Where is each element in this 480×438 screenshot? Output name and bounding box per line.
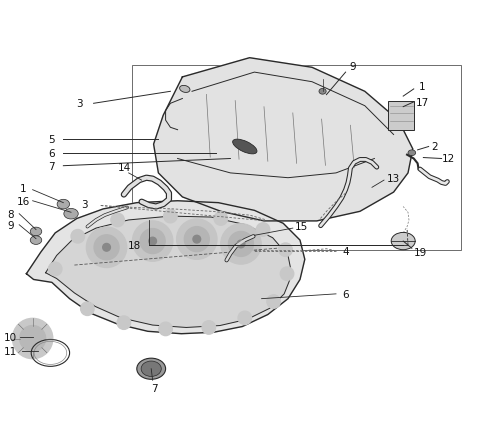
Circle shape	[280, 267, 294, 281]
Text: 16: 16	[16, 196, 30, 206]
Text: 3: 3	[81, 200, 87, 210]
Circle shape	[164, 210, 177, 223]
Circle shape	[12, 318, 53, 359]
Ellipse shape	[233, 140, 257, 155]
Ellipse shape	[30, 228, 42, 236]
Text: 13: 13	[387, 173, 400, 183]
Circle shape	[256, 223, 270, 237]
Text: 18: 18	[128, 240, 141, 251]
Circle shape	[193, 236, 201, 244]
Circle shape	[20, 326, 46, 352]
Ellipse shape	[141, 361, 161, 377]
Polygon shape	[154, 59, 413, 221]
Text: 6: 6	[48, 148, 55, 159]
Circle shape	[111, 214, 124, 227]
Circle shape	[94, 235, 119, 260]
Circle shape	[279, 244, 292, 257]
Ellipse shape	[180, 86, 190, 93]
Polygon shape	[26, 201, 305, 334]
Text: 5: 5	[48, 135, 55, 145]
Circle shape	[132, 221, 173, 261]
Ellipse shape	[319, 89, 326, 95]
Text: 2: 2	[431, 142, 438, 152]
Circle shape	[140, 229, 165, 254]
Circle shape	[267, 295, 280, 308]
Text: 9: 9	[7, 220, 14, 230]
Circle shape	[202, 321, 216, 335]
Circle shape	[238, 311, 252, 325]
Text: 10: 10	[4, 332, 17, 342]
Bar	[132, 66, 461, 250]
Circle shape	[86, 228, 127, 268]
Circle shape	[159, 322, 172, 336]
Text: 11: 11	[4, 346, 17, 357]
Bar	[388, 102, 414, 131]
Text: 7: 7	[48, 161, 55, 171]
Text: 9: 9	[349, 62, 356, 72]
Text: 7: 7	[151, 383, 158, 393]
Text: 1: 1	[419, 82, 426, 92]
Circle shape	[117, 316, 131, 330]
Circle shape	[237, 240, 245, 248]
Ellipse shape	[137, 358, 166, 379]
Text: 8: 8	[7, 209, 14, 219]
Text: 15: 15	[295, 221, 308, 231]
Ellipse shape	[57, 200, 70, 209]
Ellipse shape	[391, 233, 415, 250]
Text: 1: 1	[20, 184, 26, 194]
Circle shape	[221, 224, 261, 265]
Text: 19: 19	[413, 247, 427, 258]
Circle shape	[177, 219, 217, 260]
Circle shape	[71, 230, 84, 244]
Circle shape	[103, 244, 110, 251]
Text: 17: 17	[416, 98, 429, 108]
Ellipse shape	[64, 209, 78, 219]
Text: 4: 4	[342, 246, 349, 256]
Circle shape	[184, 227, 209, 252]
Text: 6: 6	[342, 289, 349, 299]
Ellipse shape	[408, 151, 416, 156]
Ellipse shape	[30, 236, 42, 245]
Circle shape	[48, 262, 62, 276]
Circle shape	[214, 212, 228, 226]
Polygon shape	[46, 217, 292, 328]
Circle shape	[81, 302, 94, 316]
Text: 3: 3	[76, 99, 83, 109]
Circle shape	[228, 232, 253, 257]
Circle shape	[149, 238, 156, 245]
Text: 12: 12	[442, 154, 456, 164]
Text: 14: 14	[118, 163, 132, 173]
